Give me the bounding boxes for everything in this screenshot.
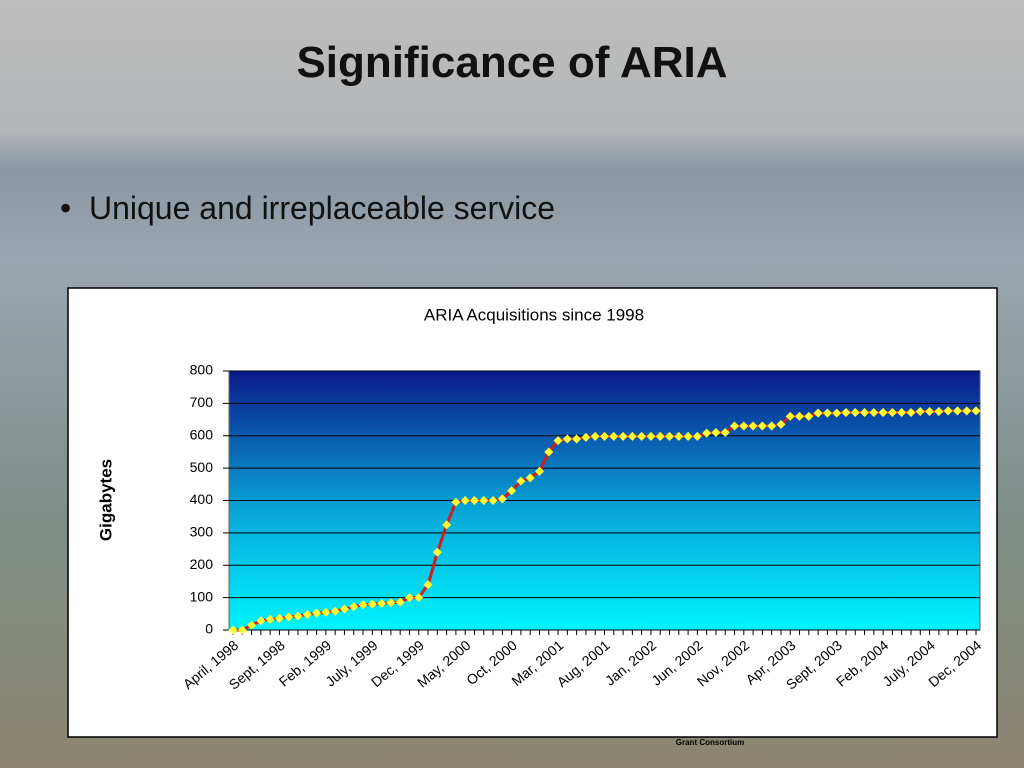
footer: Grant Consortium: [676, 738, 744, 747]
data-point: [906, 407, 916, 417]
data-point: [469, 496, 479, 505]
data-point: [525, 473, 535, 483]
data-point: [553, 436, 563, 446]
data-point: [572, 434, 582, 444]
data-point: [683, 431, 693, 441]
data-point: [692, 431, 702, 441]
data-point: [534, 466, 544, 476]
data-point: [962, 406, 972, 416]
y-tick-label: 0: [205, 621, 213, 637]
y-tick-label: 500: [190, 459, 214, 475]
data-point: [302, 609, 312, 619]
data-point: [776, 419, 786, 429]
data-point: [349, 602, 359, 612]
data-point: [952, 406, 962, 416]
data-point: [739, 421, 749, 431]
y-tick-label: 300: [190, 524, 214, 540]
data-point: [339, 604, 349, 614]
data-point: [627, 431, 637, 441]
data-point: [516, 476, 526, 486]
data-point: [423, 580, 433, 590]
data-point: [228, 625, 238, 635]
data-point: [674, 431, 684, 441]
data-point: [618, 431, 628, 441]
y-tick-label: 700: [190, 394, 214, 410]
data-point: [293, 611, 303, 621]
data-point: [247, 620, 257, 630]
data-point: [897, 407, 907, 417]
data-point: [600, 431, 609, 441]
data-point: [358, 600, 368, 610]
data-point: [841, 407, 851, 417]
data-point: [850, 407, 860, 417]
data-point: [887, 407, 897, 417]
data-point: [646, 431, 656, 441]
data-point: [312, 608, 322, 618]
data-point: [497, 494, 507, 504]
data-point: [878, 407, 888, 417]
data-point: [562, 434, 572, 444]
data-point: [544, 447, 554, 457]
data-point: [284, 612, 294, 622]
data-point: [460, 496, 470, 505]
y-tick-label: 200: [190, 556, 214, 572]
data-point: [767, 421, 777, 431]
data-point: [395, 597, 405, 607]
data-point: [404, 593, 414, 603]
data-point: [451, 497, 461, 507]
data-point: [795, 411, 805, 421]
data-point: [943, 406, 953, 416]
data-point: [869, 407, 879, 417]
data-point: [934, 406, 944, 416]
data-point: [237, 625, 247, 635]
bullet-text: Unique and irreplaceable service: [88, 190, 556, 226]
data-point: [265, 614, 275, 624]
data-point: [785, 411, 795, 421]
data-point: [832, 408, 842, 418]
data-point: [971, 406, 981, 416]
data-point: [609, 431, 619, 441]
data-point: [720, 428, 730, 438]
data-point: [590, 431, 600, 441]
data-point: [822, 408, 832, 418]
data-point: [711, 428, 721, 438]
data-point: [813, 408, 823, 418]
data-point: [274, 613, 284, 623]
data-point: [386, 598, 396, 608]
y-tick-label: 400: [190, 491, 214, 507]
data-point: [330, 606, 340, 616]
y-tick-label: 800: [190, 362, 214, 378]
y-tick-label: 600: [190, 426, 214, 442]
data-point: [414, 593, 424, 603]
data-point: [432, 547, 442, 557]
data-point: [321, 607, 331, 617]
slide-title: Significance of ARIA: [296, 38, 728, 87]
data-point: [748, 421, 758, 431]
data-point: [665, 431, 675, 441]
data-point: [702, 428, 712, 438]
data-point: [507, 486, 517, 496]
data-point: [860, 407, 870, 417]
data-point: [479, 496, 489, 505]
data-point: [925, 406, 935, 416]
data-point: [442, 520, 452, 530]
data-point: [915, 406, 925, 416]
data-point: [655, 431, 665, 441]
data-point: [757, 421, 767, 431]
data-point: [637, 431, 647, 441]
data-point: [488, 496, 498, 505]
data-point: [256, 616, 266, 626]
y-tick-label: 100: [190, 588, 214, 604]
data-point: [367, 599, 377, 609]
bullet: • Unique and irreplaceable service: [60, 190, 556, 226]
chart-title: ARIA Acquisitions since 1998: [424, 305, 644, 324]
y-axis-label: Gigabytes: [96, 459, 115, 541]
data-point: [804, 411, 814, 421]
data-point: [730, 421, 740, 431]
data-point: [377, 598, 387, 608]
data-point: [581, 432, 591, 442]
